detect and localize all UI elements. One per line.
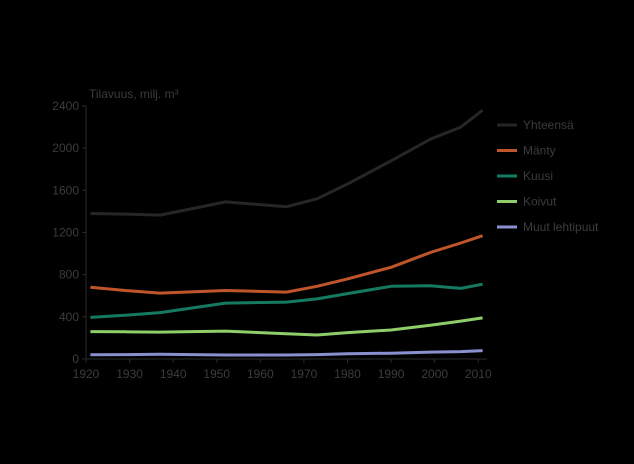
legend-label: Muut lehtipuut <box>523 220 599 234</box>
legend-label: Kuusi <box>523 169 553 183</box>
y-tick-label: 800 <box>59 268 79 282</box>
y-tick-label: 1200 <box>52 226 79 240</box>
y-axis-title: Tilavuus, milj. m³ <box>89 87 179 101</box>
legend-item: Kuusi <box>497 169 553 183</box>
x-tick-label: 1920 <box>73 367 100 381</box>
x-tick-label: 1930 <box>116 367 143 381</box>
series-lines <box>90 109 484 357</box>
plot-background <box>86 106 487 359</box>
legend-label: Yhteensä <box>523 118 574 132</box>
legend-item: Mänty <box>497 144 556 158</box>
legend-item: Koivut <box>497 195 557 209</box>
x-tick-label: 1950 <box>203 367 230 381</box>
y-tick-label: 1600 <box>52 183 79 197</box>
y-tick-label: 2000 <box>52 141 79 155</box>
x-axis-ticks: 1920 1930 1940 1950 1960 1970 1980 1990 2000 2010 <box>73 359 492 381</box>
y-tick-label: 0 <box>72 352 79 366</box>
x-tick-label: 1990 <box>378 367 405 381</box>
x-tick-label: 2000 <box>421 367 448 381</box>
legend-item: Muut lehtipuut <box>497 220 599 234</box>
series-line-koivut <box>90 316 483 337</box>
series-line-kuusi <box>90 282 483 319</box>
x-tick-label: 2010 <box>465 367 492 381</box>
series-line-yhteens- <box>90 109 484 217</box>
x-tick-label: 1980 <box>334 367 361 381</box>
x-tick-label: 1970 <box>291 367 318 381</box>
y-tick-label: 400 <box>59 310 79 324</box>
plot-area <box>86 106 487 359</box>
legend: Yhteensä Mänty Kuusi Koivut Muut lehtipuut <box>497 118 599 234</box>
y-tick-label: 2400 <box>52 99 79 113</box>
series-line-muut-lehtipuut <box>90 349 483 357</box>
legend-label: Koivut <box>523 195 557 209</box>
x-tick-label: 1960 <box>247 367 274 381</box>
x-tick-label: 1940 <box>160 367 187 381</box>
y-axis-ticks: 0 400 800 1200 1600 2000 2400 <box>52 99 86 366</box>
series-line-m-nty <box>90 234 484 295</box>
legend-item: Yhteensä <box>497 118 574 132</box>
legend-label: Mänty <box>523 144 556 158</box>
